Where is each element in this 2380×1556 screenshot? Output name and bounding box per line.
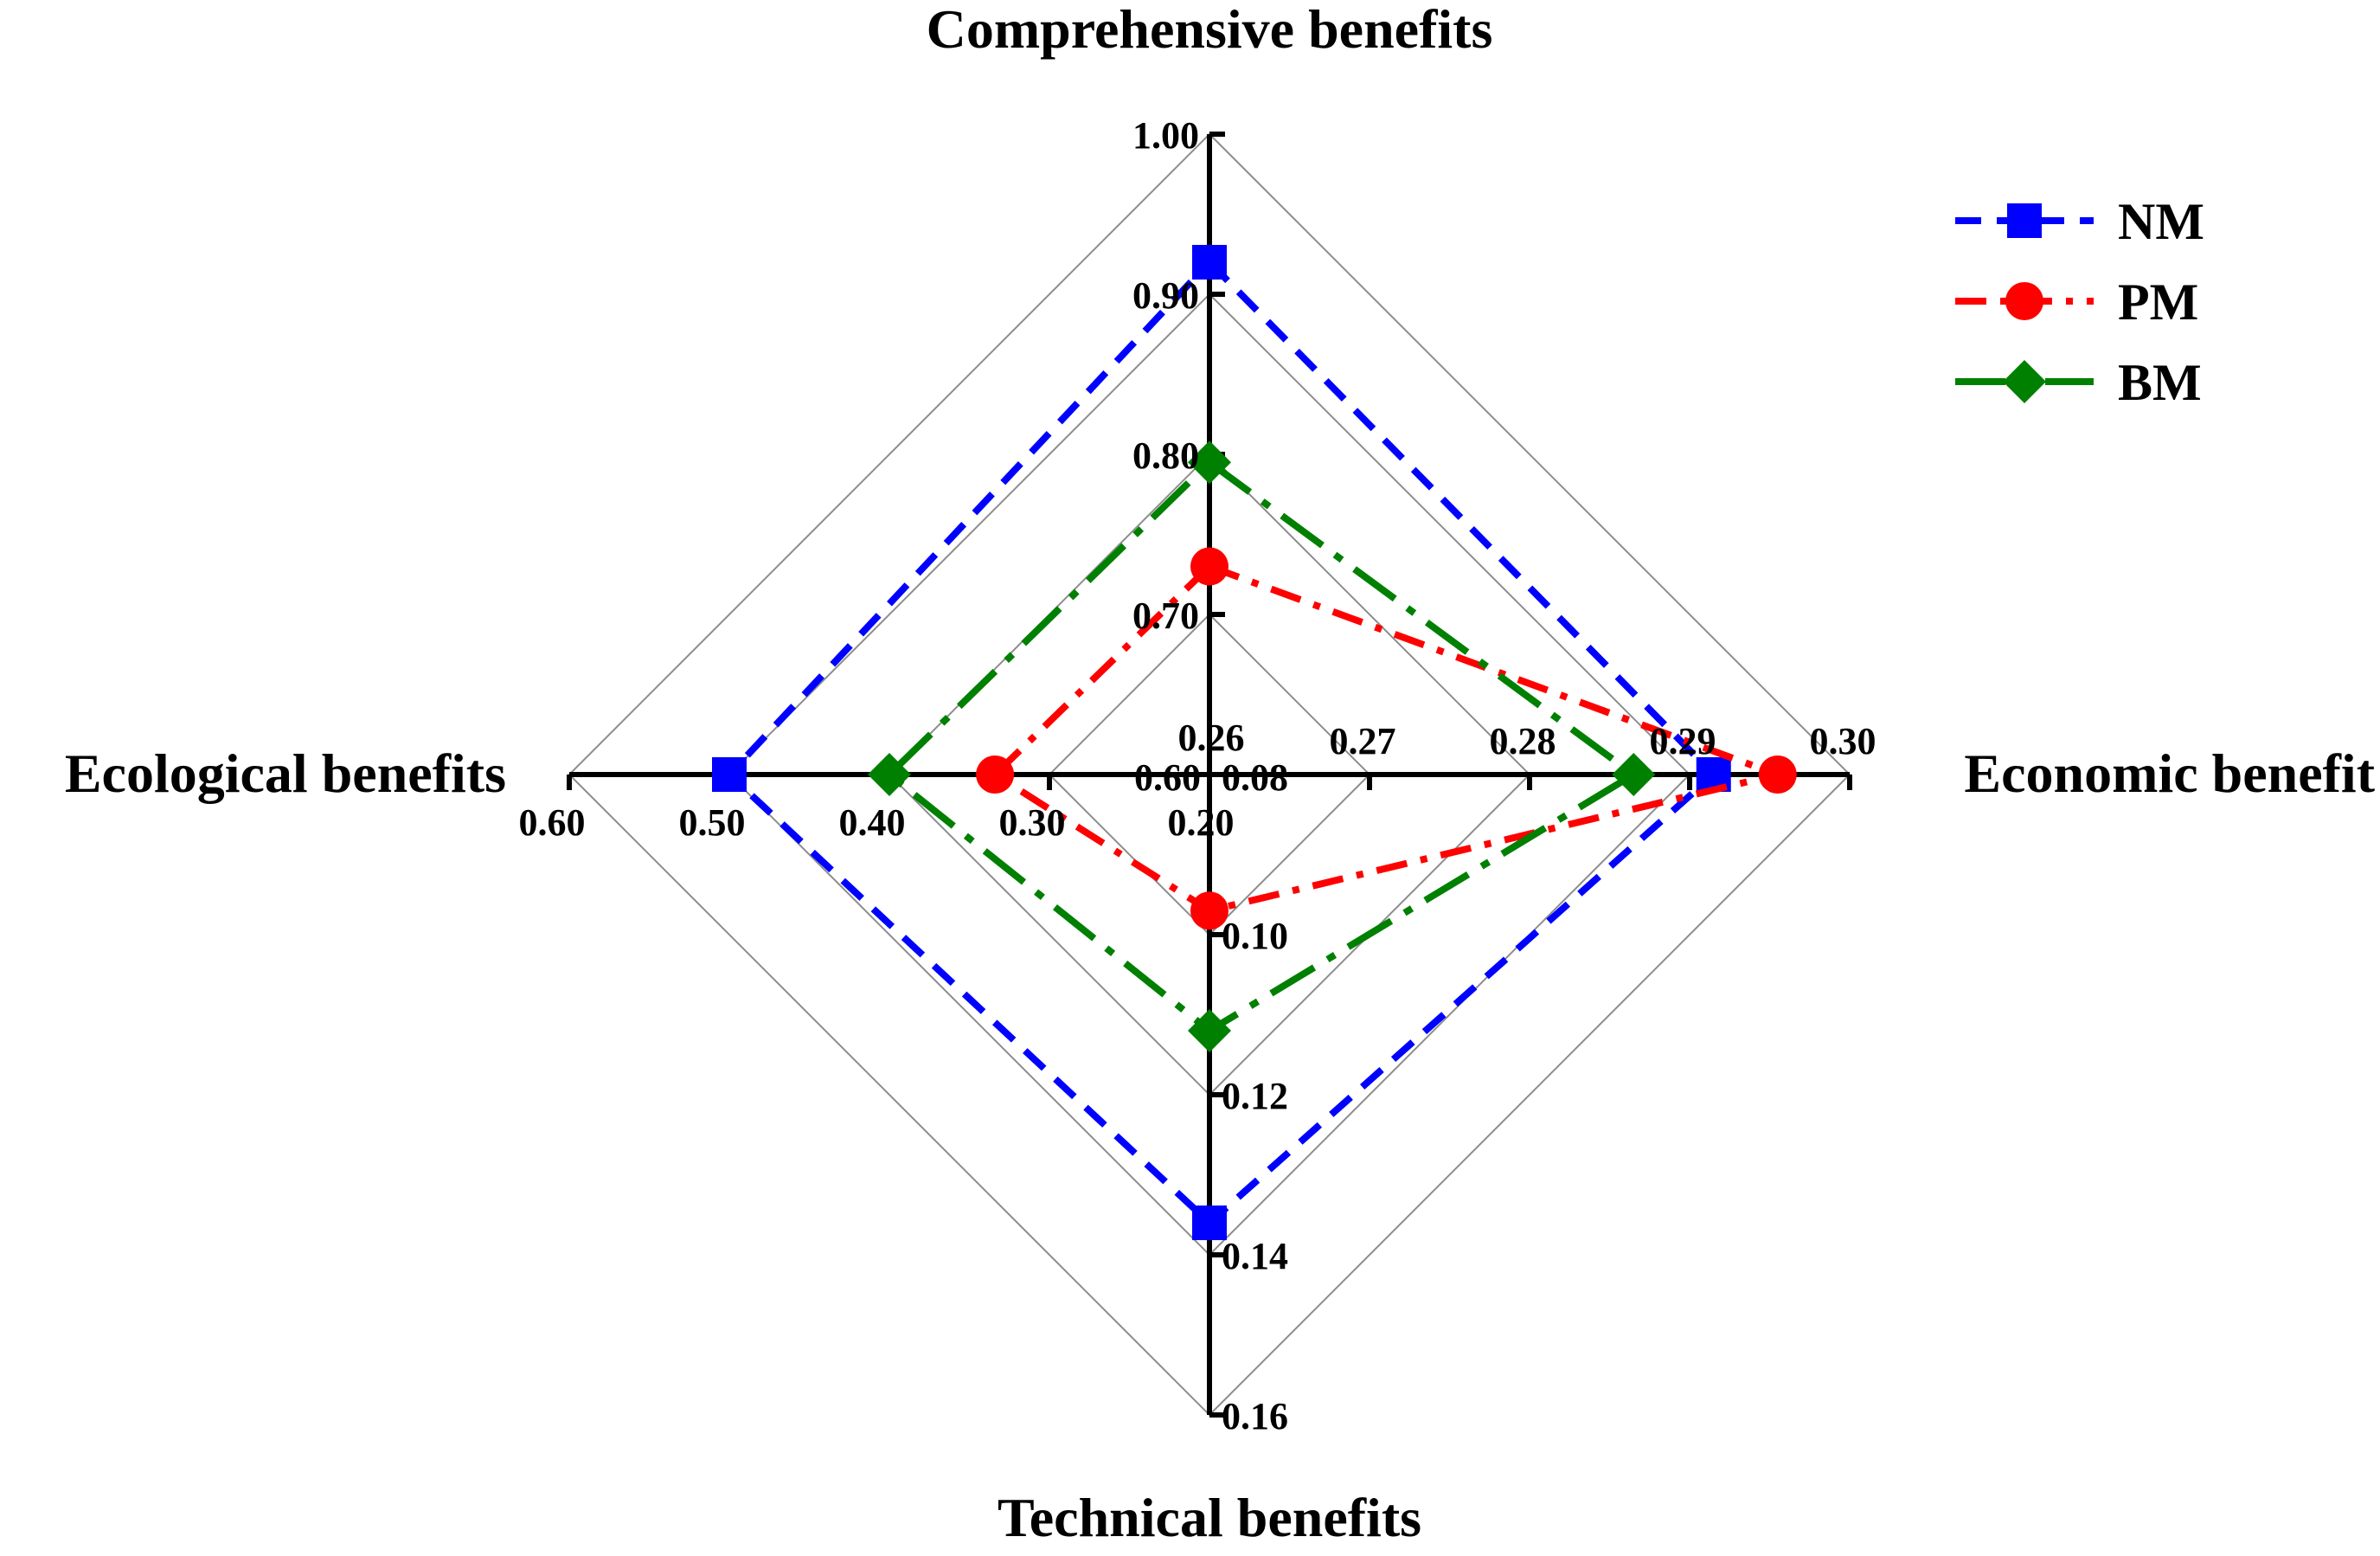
- data-point-pm-technical: [1190, 891, 1228, 930]
- legend-item-nm: NM: [1955, 193, 2204, 250]
- data-point-nm-ecological: [712, 757, 747, 792]
- data-point-nm-comprehensive: [1192, 245, 1227, 280]
- tick-label-technical: 0.12: [1222, 1075, 1288, 1117]
- tick-label-economic: 0.28: [1490, 720, 1556, 762]
- tick-label-economic: 0.26: [1178, 717, 1245, 759]
- tick-label-technical: 0.08: [1222, 756, 1288, 799]
- tick-label-ecological: 0.30: [999, 801, 1066, 844]
- axis-title-layer: Comprehensive benefits Economic benefit Te…: [65, 0, 2376, 1548]
- data-point-pm-economic: [1758, 755, 1797, 794]
- tick-label-economic: 0.30: [1810, 720, 1876, 762]
- tick-label-ecological: 0.40: [839, 801, 906, 844]
- tick-label-comprehensive: 0.80: [1132, 434, 1199, 477]
- axis-title-comprehensive: Comprehensive benefits: [927, 0, 1493, 60]
- axis-title-ecological: Ecological benefits: [65, 743, 506, 804]
- tick-label-economic: 0.29: [1650, 720, 1716, 762]
- tick-label-layer: 0.60 0.70 0.80 0.90 1.00 0.26 0.27 0.28 0.29 0.30…: [519, 114, 1876, 1437]
- data-point-pm-ecological: [976, 755, 1015, 794]
- legend-item-pm: PM: [1955, 273, 2198, 331]
- data-point-bm-comprehensive: [1188, 440, 1231, 485]
- data-point-bm-economic: [1612, 753, 1656, 796]
- legend-marker-nm: [2007, 203, 2042, 238]
- legend-label-nm: NM: [2118, 193, 2204, 250]
- series-layer: [712, 245, 1797, 1240]
- data-point-bm-ecological: [868, 753, 911, 796]
- legend-label-bm: BM: [2118, 354, 2202, 411]
- tick-label-ecological: 0.50: [679, 801, 746, 844]
- legend-marker-pm: [2005, 282, 2043, 320]
- legend: NM PM BM: [1955, 193, 2204, 411]
- legend-marker-bm: [2003, 360, 2046, 403]
- data-point-bm-technical: [1188, 1009, 1231, 1052]
- tick-label-technical: 0.14: [1222, 1235, 1288, 1277]
- tick-label-comprehensive: 0.70: [1132, 595, 1199, 637]
- tick-label-economic: 0.27: [1330, 720, 1396, 762]
- tick-label-ecological: 0.60: [519, 801, 586, 844]
- axis-title-economic: Economic benefit: [1964, 743, 2375, 804]
- tick-label-comprehensive: 1.00: [1132, 114, 1199, 157]
- axis-title-technical: Technical benefits: [998, 1487, 1421, 1548]
- tick-label-comprehensive: 0.60: [1134, 756, 1201, 799]
- data-point-nm-technical: [1192, 1206, 1227, 1240]
- tick-label-comprehensive: 0.90: [1132, 274, 1199, 317]
- tick-label-technical: 0.16: [1222, 1395, 1288, 1437]
- data-point-pm-comprehensive: [1190, 547, 1228, 586]
- legend-label-pm: PM: [2118, 273, 2198, 331]
- legend-item-bm: BM: [1955, 354, 2202, 411]
- tick-label-ecological: 0.20: [1168, 801, 1235, 844]
- tick-label-technical: 0.10: [1222, 915, 1288, 957]
